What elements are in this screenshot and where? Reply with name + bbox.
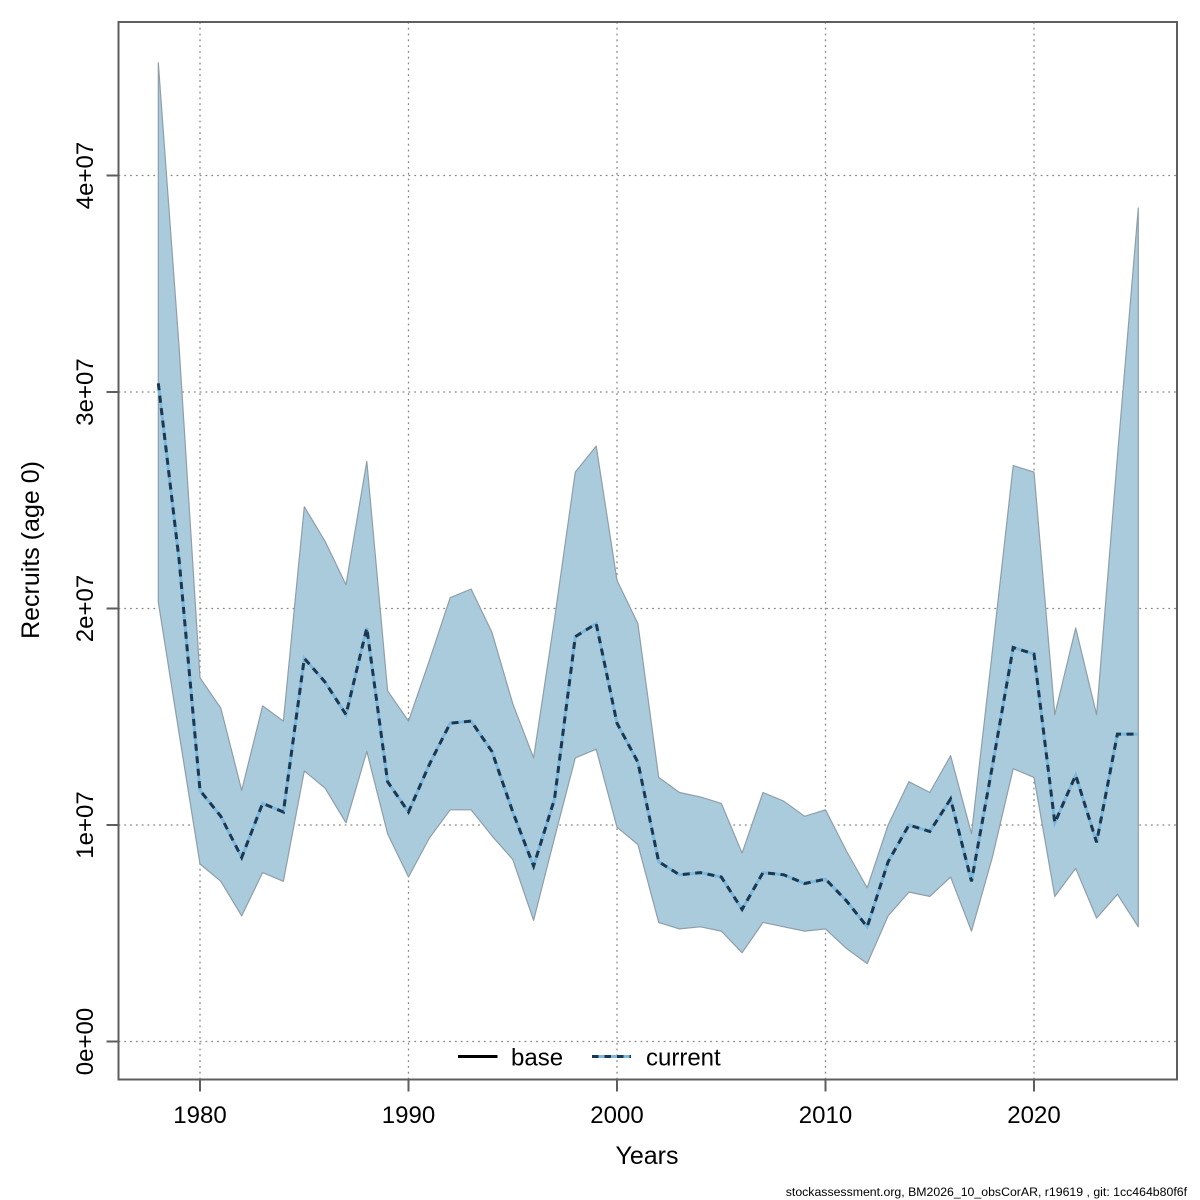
plot-frame — [117, 21, 1178, 1081]
footer-text: stockassessment.org, BM2026_10_obsCorAR,… — [786, 1185, 1188, 1199]
current-median-line — [156, 383, 1139, 930]
legend: base current — [458, 1045, 721, 1072]
axis-ticks-and-labels: 1980 1990 2000 2010 2020 0e+00 1e+07 2e+07 3e+07… — [72, 142, 1061, 1129]
x-tick-label-2010: 2010 — [799, 1102, 852, 1129]
x-tick-label-1980: 1980 — [173, 1102, 226, 1129]
x-axis-title: Years — [615, 1142, 678, 1170]
y-axis-title: Recruits (age 0) — [17, 461, 45, 639]
x-tick-label-2000: 2000 — [590, 1102, 643, 1129]
y-tick-label-1e+07: 1e+07 — [72, 791, 99, 858]
x-tick-label-1990: 1990 — [382, 1102, 435, 1129]
y-tick-label-2e+07: 2e+07 — [72, 575, 99, 642]
confidence-band — [157, 62, 1139, 965]
series-lines — [156, 383, 1139, 930]
plot-frame-group — [117, 21, 1178, 1081]
y-tick-label-0e+00: 0e+00 — [72, 1008, 99, 1075]
legend-base-label: base — [511, 1045, 563, 1072]
x-tick-label-2020: 2020 — [1007, 1102, 1060, 1129]
y-tick-label-3e+07: 3e+07 — [72, 358, 99, 425]
confidence-band-group — [157, 62, 1139, 965]
y-tick-label-4e+07: 4e+07 — [72, 142, 99, 209]
legend-current-label: current — [646, 1045, 721, 1072]
